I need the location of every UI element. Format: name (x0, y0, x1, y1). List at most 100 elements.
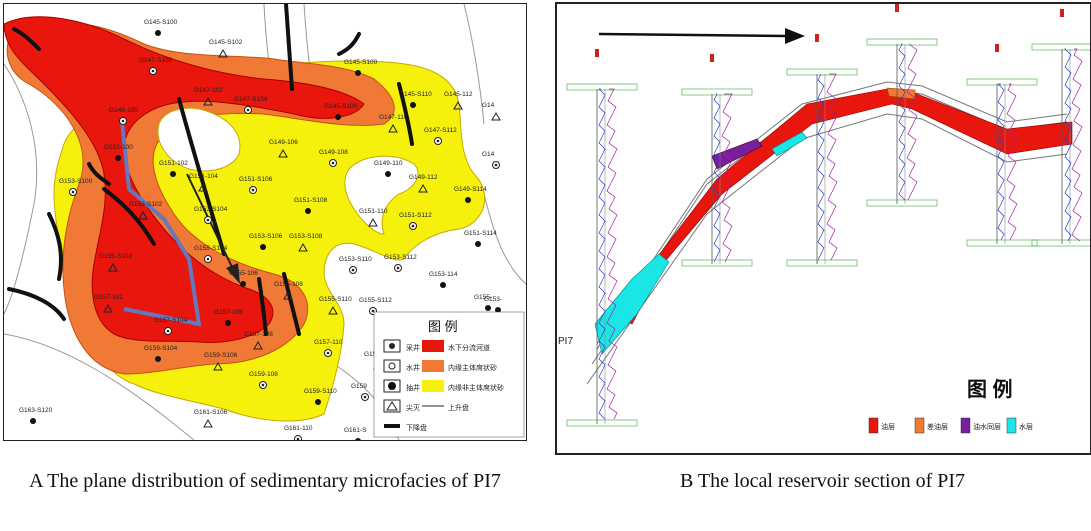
well-dot (30, 418, 36, 424)
legend-label-red: 水下分流河道 (448, 343, 490, 352)
log-curve-2 (1006, 83, 1018, 241)
well-ring-dot (326, 351, 330, 355)
legend-label-yellow: 内缘非主体席状砂 (448, 383, 504, 392)
log-footer (786, 259, 858, 267)
legend-label: 差油层 (927, 422, 948, 431)
log-curve-2 (606, 88, 618, 420)
legend-label: 油水同层 (973, 422, 1001, 431)
well-marker: G147-102 (194, 87, 223, 106)
well-ring-dot (246, 108, 250, 112)
log-top-mark (895, 4, 899, 12)
well-dot (315, 399, 321, 405)
well-marker: G151-104 (189, 173, 218, 192)
well-triangle (491, 111, 501, 121)
log-footer (681, 259, 753, 267)
well-marker: G153-S106 (249, 233, 283, 250)
well-label: G161-S106 (194, 409, 228, 416)
well-triangle (213, 361, 223, 371)
well-marker: G163-S120 (19, 407, 53, 424)
well-marker: G155-S102 (99, 253, 133, 272)
legend-label-well-4: 尖灭 (406, 403, 420, 412)
well-marker: G145-S102 (209, 39, 243, 58)
well-triangle (453, 100, 463, 110)
log-header (681, 88, 753, 96)
log-top-mark (815, 34, 819, 42)
well-label: G145-S100 (144, 19, 178, 26)
legend-label: 油层 (881, 422, 895, 431)
well-label: G155-S104 (194, 245, 228, 252)
well-label: G149-112 (409, 174, 438, 181)
well-dot (305, 208, 311, 214)
well-ring-dot (166, 329, 170, 333)
well-label: G153-S106 (249, 233, 283, 240)
well-label: G149-108 (319, 149, 348, 156)
well-marker: G151-100 (104, 144, 133, 161)
well-dot (385, 171, 391, 177)
log-top-mark (710, 54, 714, 62)
well-dot (485, 305, 491, 311)
well-marker: G159-S104 (144, 345, 178, 362)
well-marker: G155-106 (229, 270, 258, 287)
log-header (786, 68, 858, 76)
well-label: G161-S (344, 427, 367, 434)
well-dot (410, 102, 416, 108)
well-label: G155-S102 (99, 253, 133, 260)
well-dot (260, 244, 266, 250)
log-top-mark (1060, 9, 1064, 17)
well-label: G153-S110 (339, 256, 372, 263)
panel-a-map: G145-S100 G145-S102 G147-S100 G145-S100 G147… (3, 3, 527, 441)
well-marker: G155-108 (274, 281, 303, 300)
sedimentary-microfacies-map: G145-S100 G145-S102 G147-S100 G145-S100 G147… (4, 4, 526, 440)
well-dot (335, 114, 341, 120)
well-triangle (328, 305, 338, 315)
white-island (157, 107, 241, 172)
legend-label-down: 下降盘 (406, 423, 427, 432)
well-marker: G149-106 (269, 139, 298, 158)
well-label: G153-S102 (129, 201, 163, 208)
well-label: G151-S108 (294, 197, 328, 204)
well-label: G145-S102 (209, 39, 243, 46)
well-ring-dot (206, 257, 210, 261)
oil-water-layer-band (711, 138, 763, 170)
well-marker: G149-110 (374, 160, 403, 177)
well-label: G157-S104 (154, 317, 188, 324)
panel-b-section: PI7 图 例 油层 差油层 油水同层 水层 (555, 2, 1091, 455)
legend-swatch (868, 417, 879, 434)
well-label: G149-S114 (454, 186, 487, 193)
well-marker: G157-106 (214, 309, 243, 326)
legend-label: 水层 (1019, 422, 1033, 431)
well-marker: G149-108 (319, 149, 348, 167)
well-triangle (203, 96, 213, 106)
log-header (966, 78, 1038, 86)
well-ring-dot (351, 268, 355, 272)
well-dot (355, 70, 361, 76)
well-label: G151-S114 (464, 230, 497, 237)
well-log-column (866, 4, 938, 207)
well-log-column (566, 49, 638, 427)
well-label: G157-108 (244, 331, 273, 338)
log-curve (1064, 48, 1072, 242)
well-label: G151-100 (104, 144, 133, 151)
caption-b: B The local reservoir section of PI7 (679, 470, 966, 492)
well-log-column (1031, 9, 1090, 247)
section-legend: 图 例 油层 差油层 油水同层 水层 (868, 377, 1033, 434)
oil-layer-band (616, 88, 1073, 325)
log-footer (566, 419, 638, 427)
well-ring-dot (331, 161, 335, 165)
well-label: G147-S112 (424, 127, 457, 134)
well-marker: G151-S106 (239, 176, 273, 194)
well-triangle (278, 148, 288, 158)
map-legend: 图 例 采井 水下分流河道 水井 内缘主体席状砂 抽井 内缘非主体席状砂 尖灭 … (373, 311, 525, 438)
well-triangle (138, 210, 148, 220)
well-dot (115, 155, 121, 161)
well-dot (355, 438, 361, 440)
well-marker: G149-100 (109, 107, 138, 125)
map-legend-title: 图 例 (428, 319, 458, 334)
log-curve (997, 83, 1005, 241)
well-dot (155, 30, 161, 36)
legend-label-well-3: 抽井 (406, 383, 420, 392)
well-triangle (103, 303, 113, 313)
well-marker: G157-102 (94, 294, 123, 313)
legend-label-up: 上升盘 (448, 403, 469, 412)
log-header (566, 83, 638, 91)
